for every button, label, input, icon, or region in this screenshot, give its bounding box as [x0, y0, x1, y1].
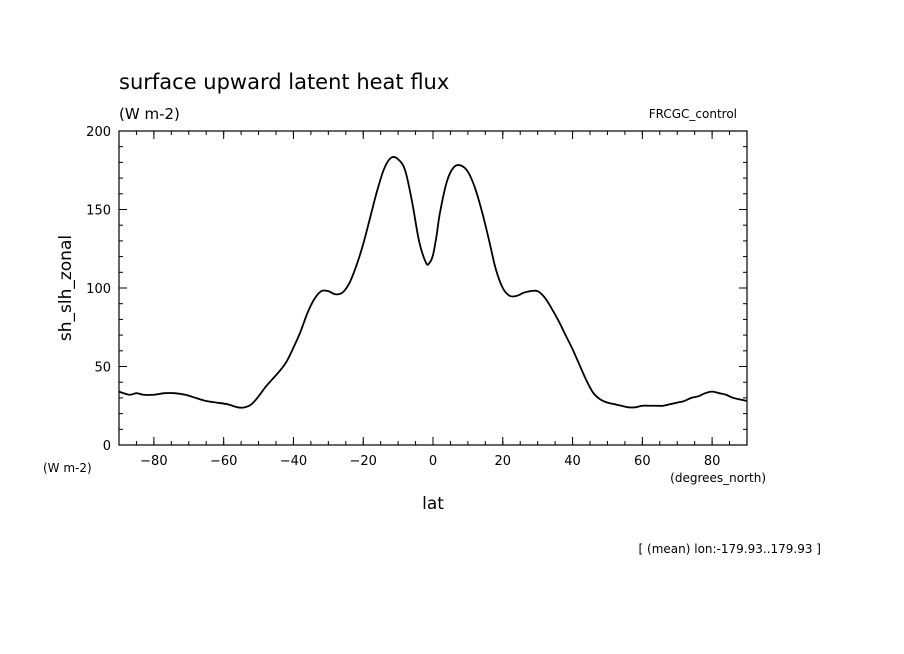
y-tick-label: 100: [86, 282, 111, 297]
averaging-note: [ (mean) lon:-179.93..179.93 ]: [639, 542, 821, 556]
series-group: [118, 156, 748, 409]
y-unit-label: (W m-2): [43, 461, 92, 475]
x-tick-label: −20: [350, 454, 377, 469]
dataset-label: FRCGC_control: [649, 107, 737, 121]
series-line-0: [118, 156, 748, 409]
y-axis-label: sh_slh_zonal: [56, 235, 76, 341]
x-tick-label: 40: [564, 454, 581, 469]
x-tick-label: −40: [280, 454, 307, 469]
tick-labels: −80 −60 −40 −20 0 20 40 60 80 0 50 100 150 200: [86, 125, 720, 469]
chart-title: surface upward latent heat flux: [119, 70, 449, 94]
x-tick-label: −60: [210, 454, 237, 469]
x-tick-label: 80: [704, 454, 721, 469]
x-unit-label: (degrees_north): [670, 471, 766, 485]
plot-frame: [118, 130, 748, 446]
x-tick-label: 0: [429, 454, 437, 469]
y-tick-label: 200: [86, 125, 111, 140]
y-tick-label: 150: [86, 204, 111, 219]
axis-ticks: [118, 130, 748, 446]
x-tick-label: 60: [634, 454, 651, 469]
x-tick-label: 20: [495, 454, 512, 469]
x-axis-label: lat: [422, 494, 444, 514]
chart-subtitle: (W m-2): [119, 105, 180, 123]
x-tick-label: −80: [140, 454, 167, 469]
y-tick-label: 0: [103, 439, 111, 454]
y-tick-label: 50: [94, 361, 111, 376]
